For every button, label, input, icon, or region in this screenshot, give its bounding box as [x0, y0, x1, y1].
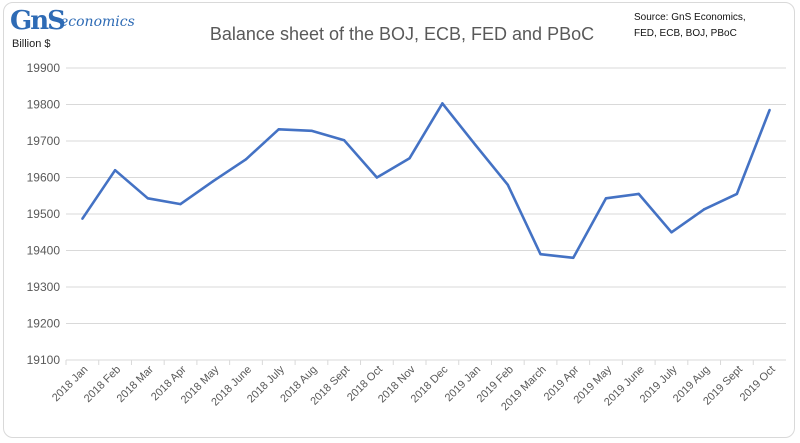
data-point — [310, 129, 313, 132]
data-point — [572, 256, 575, 259]
x-tick-label: 2018 Mar — [115, 363, 157, 405]
x-tick-label: 2019 Oct — [738, 364, 778, 404]
source-line-2: FED, ECB, BOJ, PBoC — [634, 28, 737, 39]
y-tick-label: 19800 — [27, 98, 61, 112]
data-point — [637, 192, 640, 196]
data-point — [81, 217, 84, 220]
y-axis-unit: Billion $ — [12, 38, 51, 50]
data-point — [375, 176, 379, 179]
data-point — [735, 192, 739, 196]
chart-frame — [3, 2, 795, 438]
y-tick-label: 19500 — [27, 207, 61, 221]
gridlines — [66, 67, 786, 361]
gns-logo: GnS economics — [8, 6, 148, 46]
series-line-0 — [81, 102, 771, 260]
y-tick-label: 19700 — [27, 134, 61, 148]
data-point — [212, 179, 215, 183]
logo-main: GnS — [10, 6, 66, 36]
data-point — [506, 183, 510, 186]
source-line-1: Source: GnS Economics, — [634, 12, 746, 23]
data-point — [146, 197, 150, 200]
source-note: Source: GnS Economics, FED, ECB, BOJ, PB… — [634, 10, 784, 42]
data-point — [179, 202, 182, 206]
data-point — [244, 158, 248, 161]
y-tick-label: 19300 — [27, 280, 61, 294]
y-tick-label: 19900 — [27, 61, 61, 75]
data-point — [473, 143, 477, 146]
data-point — [408, 156, 411, 160]
y-axis-ticks: 19100 19200 19300 19400 19500 19600 19700 19800… — [27, 61, 61, 367]
logo-sub: economics — [60, 14, 135, 30]
chart-title-text: Balance sheet of the BOJ, ECB, FED and P… — [209, 24, 595, 44]
chart-title: Balance sheet of the BOJ, ECB, FED and P… — [0, 24, 800, 45]
series-group — [81, 102, 771, 260]
y-tick-label: 19200 — [27, 317, 61, 331]
data-point — [539, 252, 542, 256]
y-tick-label: 19600 — [27, 171, 61, 185]
data-point — [113, 169, 117, 172]
data-point — [277, 128, 280, 131]
data-point — [604, 197, 608, 200]
data-point — [342, 139, 346, 142]
y-tick-label: 19400 — [27, 244, 61, 258]
y-tick-label: 19100 — [27, 353, 61, 367]
data-point — [441, 102, 444, 105]
data-point — [768, 108, 771, 112]
data-point — [702, 208, 706, 211]
data-point — [670, 231, 673, 234]
